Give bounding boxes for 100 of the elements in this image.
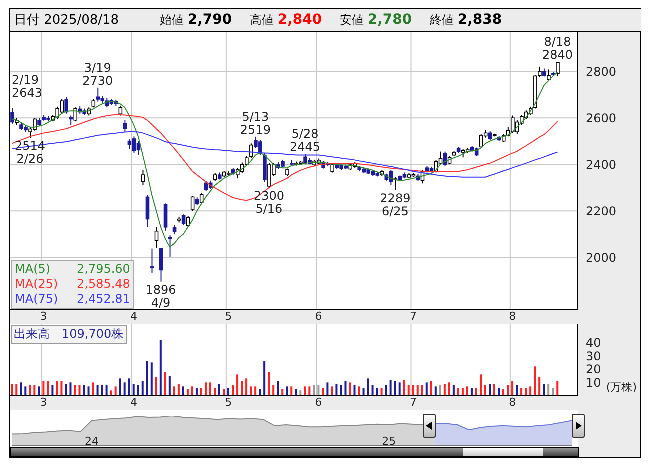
x-tick-label: 6 — [315, 396, 322, 409]
y-tick-label: 30 — [586, 349, 602, 364]
text: MA(25) — [15, 277, 60, 292]
x-tick-label: 5 — [225, 396, 232, 409]
bar — [516, 385, 518, 396]
bar — [16, 384, 18, 396]
bar — [110, 390, 112, 396]
bar — [228, 388, 230, 396]
bar — [132, 384, 135, 396]
bar — [390, 380, 392, 396]
bar — [457, 388, 460, 396]
bar — [439, 385, 442, 396]
candlestick — [123, 120, 128, 133]
bar — [42, 381, 45, 396]
bar — [191, 386, 194, 396]
bar — [78, 385, 81, 396]
text: 始値 2,790 — [160, 12, 232, 28]
bar — [47, 381, 50, 396]
bar — [173, 386, 176, 396]
bar — [137, 385, 140, 396]
bar — [128, 378, 130, 396]
bar — [290, 386, 293, 396]
bar — [507, 385, 510, 396]
bar — [412, 385, 414, 396]
bar — [114, 386, 117, 396]
bar — [34, 385, 36, 396]
bar — [204, 382, 207, 396]
candlestick — [190, 196, 195, 212]
bar — [475, 388, 478, 396]
annotation: 2289 6/25 — [380, 191, 411, 218]
bar — [434, 386, 437, 396]
bar — [480, 374, 482, 396]
bar — [88, 386, 90, 396]
y-tick-label: 2400 — [586, 158, 617, 172]
bar — [470, 388, 473, 396]
y-tick-label: 40 — [586, 336, 602, 350]
annotation: 2,585.48 — [77, 277, 130, 292]
bar — [29, 385, 32, 396]
bar — [209, 382, 212, 396]
x-tick-label: 3 — [40, 396, 48, 409]
bar — [146, 361, 148, 396]
bar — [385, 385, 388, 396]
x-tick-label: 8 — [509, 396, 516, 409]
candlestick — [96, 87, 100, 102]
bar — [380, 388, 383, 396]
bar — [74, 385, 76, 396]
bar — [556, 381, 559, 396]
bar — [277, 381, 280, 396]
bar — [182, 386, 184, 396]
x-tick-label: 5 — [225, 310, 232, 323]
text: (万株) — [606, 380, 637, 395]
x-tick-label: 3 — [40, 310, 48, 323]
candlestick — [172, 224, 177, 235]
bar — [214, 388, 216, 396]
annotation: 5/13 2519 — [240, 110, 271, 137]
bar — [462, 388, 464, 396]
annotation: 2300 5/16 — [254, 188, 284, 216]
bar — [344, 381, 347, 396]
bar — [488, 384, 491, 396]
bar — [354, 385, 356, 396]
bar — [150, 362, 153, 396]
y-tick-label: 2800 — [586, 64, 617, 79]
bar — [484, 385, 486, 396]
bar — [502, 389, 505, 396]
bar — [254, 386, 257, 396]
bar — [376, 388, 378, 396]
y-tick-label: 2600 — [586, 111, 617, 126]
bar — [421, 385, 424, 396]
bar — [362, 388, 365, 396]
bar — [466, 386, 468, 396]
bar — [268, 372, 270, 396]
bar — [430, 381, 432, 396]
bar — [340, 385, 342, 396]
bar — [119, 378, 122, 396]
bar — [218, 384, 221, 396]
bar — [538, 377, 541, 396]
bar — [83, 385, 86, 396]
bar — [398, 382, 401, 396]
annotation: 2,452.81 — [77, 292, 130, 307]
text: MA(5) — [15, 262, 52, 277]
candlestick — [141, 170, 146, 186]
bar — [530, 386, 532, 396]
bar — [552, 388, 554, 396]
bar — [70, 382, 72, 396]
bar — [178, 384, 180, 396]
x-tick-label: 4 — [130, 310, 138, 323]
x-tick-label: 24 — [85, 435, 99, 448]
bar — [300, 390, 302, 396]
candlestick — [10, 108, 14, 124]
bar — [444, 384, 446, 396]
bar — [92, 382, 94, 396]
bar — [160, 340, 162, 396]
x-tick-label: 25 — [382, 435, 396, 448]
bar — [304, 386, 306, 396]
bar — [241, 381, 244, 396]
bar — [367, 378, 370, 396]
bar — [286, 386, 288, 396]
candlestick — [164, 203, 168, 232]
bar — [426, 382, 428, 396]
candlestick — [538, 66, 542, 78]
